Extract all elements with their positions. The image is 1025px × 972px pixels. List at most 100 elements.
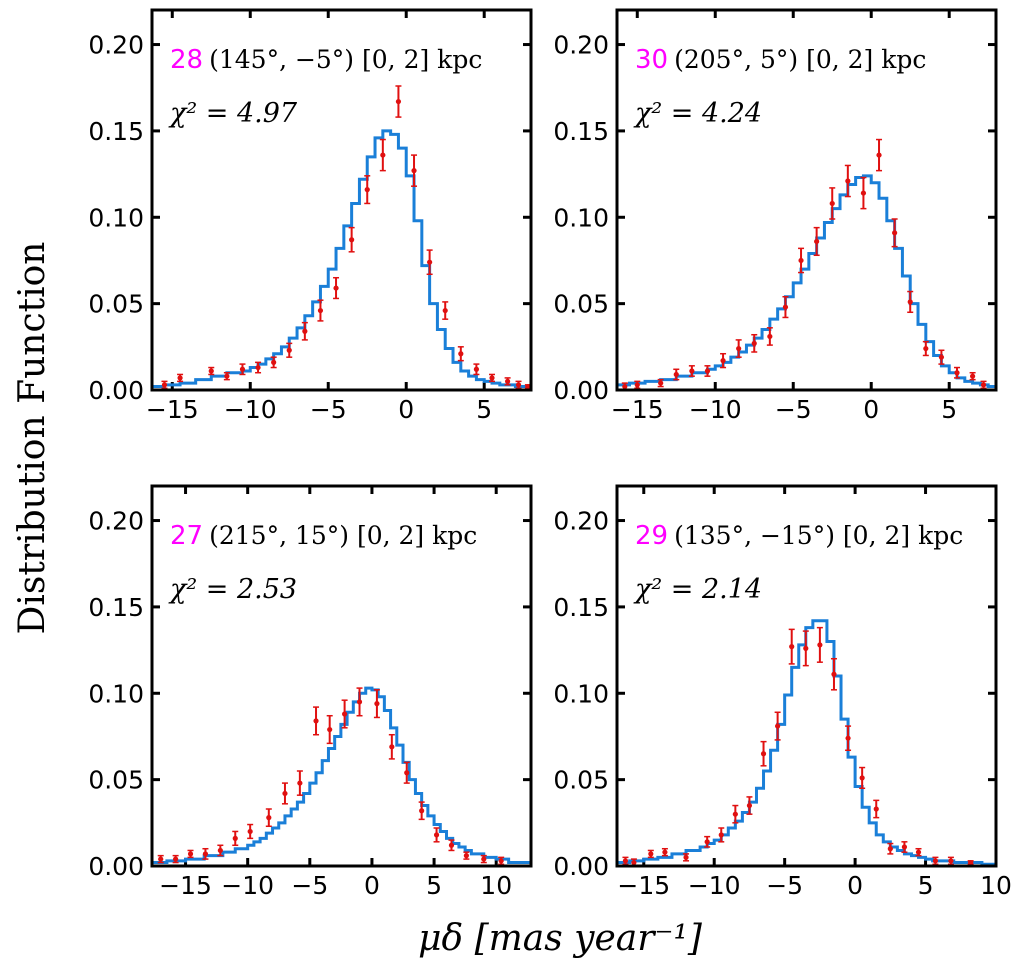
data-point bbox=[947, 856, 954, 866]
data-marker bbox=[803, 645, 809, 651]
data-point bbox=[489, 373, 496, 383]
data-marker bbox=[622, 383, 628, 390]
data-marker bbox=[798, 257, 804, 264]
data-marker bbox=[505, 378, 511, 384]
data-point bbox=[718, 827, 725, 843]
field-id: 28 bbox=[170, 45, 203, 75]
data-point bbox=[232, 830, 239, 847]
data-point bbox=[524, 383, 531, 390]
field-id: 30 bbox=[635, 45, 668, 75]
data-point bbox=[788, 628, 795, 665]
data-point bbox=[379, 138, 386, 172]
data-point bbox=[411, 154, 418, 187]
data-marker bbox=[662, 849, 668, 855]
data-marker bbox=[860, 190, 867, 196]
data-point bbox=[286, 342, 293, 358]
data-point bbox=[932, 856, 939, 866]
field-annotation: 29 (135°, −15°) [0, 2] kpc bbox=[635, 521, 963, 551]
data-marker bbox=[932, 858, 939, 864]
plot-frame bbox=[615, 484, 998, 868]
data-marker bbox=[970, 373, 976, 379]
data-point bbox=[161, 380, 168, 390]
data-point bbox=[172, 854, 179, 864]
data-point bbox=[845, 725, 852, 752]
data-marker bbox=[683, 854, 689, 860]
data-point bbox=[301, 321, 308, 341]
y-tick-label: 0.10 bbox=[88, 203, 144, 232]
y-tick-label: 0.15 bbox=[88, 117, 144, 146]
data-marker bbox=[404, 770, 410, 776]
data-marker bbox=[948, 858, 954, 864]
data-marker bbox=[349, 237, 355, 243]
data-point bbox=[915, 847, 922, 857]
data-marker bbox=[736, 345, 742, 352]
data-point bbox=[673, 368, 680, 381]
field-description: (135°, −15°) [0, 2] kpc bbox=[674, 521, 963, 550]
y-tick-label: 0.10 bbox=[553, 203, 609, 232]
panel-27: 0.00 0.05 0.10 0.15 0.20 −15 −10 −5 0 5 10 27 (215°,… bbox=[88, 484, 533, 900]
data-marker bbox=[473, 366, 480, 372]
data-marker bbox=[775, 723, 781, 729]
x-tick-label: 5 bbox=[941, 395, 957, 424]
data-point bbox=[403, 761, 410, 784]
data-point bbox=[844, 164, 851, 198]
data-point bbox=[473, 363, 480, 376]
y-tick-label: 0.05 bbox=[88, 766, 144, 795]
data-marker bbox=[239, 366, 246, 372]
data-point bbox=[683, 853, 690, 862]
data-marker bbox=[901, 844, 908, 850]
data-point bbox=[515, 380, 522, 390]
data-marker bbox=[845, 178, 851, 184]
y-tick-label: 0.10 bbox=[88, 679, 144, 708]
plot-frame bbox=[150, 8, 533, 392]
data-point bbox=[426, 249, 433, 276]
data-marker bbox=[271, 359, 277, 365]
field-description: (145°, −5°) [0, 2] kpc bbox=[209, 45, 482, 74]
data-marker bbox=[689, 368, 695, 374]
data-point bbox=[922, 340, 929, 357]
data-marker bbox=[202, 851, 209, 857]
data-marker bbox=[923, 345, 929, 352]
data-point bbox=[938, 349, 945, 365]
field-annotation: 30 (205°, 5°) [0, 2] kpc bbox=[635, 45, 926, 75]
x-tick-label: −15 bbox=[611, 395, 664, 424]
data-point bbox=[860, 176, 867, 210]
data-marker bbox=[282, 790, 288, 797]
data-point bbox=[281, 782, 288, 805]
data-marker bbox=[789, 644, 795, 650]
data-point bbox=[395, 85, 402, 118]
data-point bbox=[622, 856, 629, 866]
chi-square-label: χ² = 2.14 bbox=[633, 574, 762, 605]
data-marker bbox=[658, 380, 664, 386]
data-marker bbox=[317, 307, 324, 314]
data-marker bbox=[515, 382, 522, 388]
data-point bbox=[433, 827, 440, 843]
y-tick-label: 0.00 bbox=[88, 852, 144, 881]
data-marker bbox=[433, 832, 440, 838]
data-marker bbox=[859, 775, 865, 781]
data-point bbox=[255, 361, 262, 374]
data-point bbox=[326, 714, 333, 745]
data-marker bbox=[718, 832, 724, 838]
data-point bbox=[901, 841, 908, 853]
field-annotation: 28 (145°, −5°) [0, 2] kpc bbox=[170, 45, 482, 75]
data-marker bbox=[458, 351, 464, 357]
x-tick-label: −10 bbox=[221, 871, 274, 900]
data-marker bbox=[732, 811, 738, 817]
data-marker bbox=[892, 230, 898, 236]
data-marker bbox=[831, 671, 837, 677]
data-point bbox=[177, 373, 184, 383]
data-point bbox=[448, 839, 455, 852]
data-marker bbox=[187, 851, 194, 857]
y-tick-label: 0.15 bbox=[553, 117, 609, 146]
data-point bbox=[364, 175, 371, 205]
y-tick-label: 0.00 bbox=[553, 852, 609, 881]
data-point bbox=[442, 301, 449, 320]
model-histogram bbox=[152, 686, 531, 865]
model-histogram bbox=[152, 129, 531, 389]
field-id: 29 bbox=[635, 521, 668, 551]
x-tick-label: −15 bbox=[159, 871, 212, 900]
data-point bbox=[774, 711, 781, 741]
data-marker bbox=[356, 699, 363, 705]
